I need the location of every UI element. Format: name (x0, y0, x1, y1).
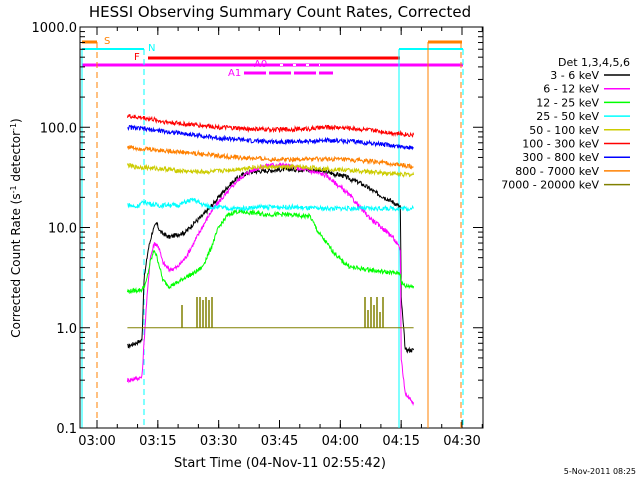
x-tick-label: 04:15 (382, 434, 419, 449)
series-line (127, 124, 414, 151)
timestamp: 5-Nov-2011 08:25 (564, 467, 636, 476)
series-line (126, 114, 415, 138)
y-axis-label-sup2: -1 (9, 123, 18, 131)
x-tick-label: 03:00 (78, 434, 115, 449)
legend-label: 6 - 12 keV (543, 83, 599, 96)
y-tick-label: 0.1 (56, 422, 77, 437)
y-axis-label-mid: detector (9, 131, 23, 186)
legend-label: 50 - 100 keV (529, 124, 599, 137)
legend-label: 12 - 25 keV (536, 96, 599, 109)
plot-frame (79, 26, 484, 429)
y-axis-label-sup1: -1 (9, 185, 18, 193)
status-label-a1: A1 (228, 68, 241, 79)
olive-spikes (181, 297, 384, 328)
series-line (126, 145, 414, 170)
series-line (126, 207, 415, 295)
legend-label: 800 - 7000 keV (515, 165, 599, 178)
y-axis-label-end: ) (9, 118, 23, 123)
series-line (126, 162, 415, 407)
x-tick-label: 03:45 (261, 434, 298, 449)
legend-label: 25 - 50 keV (536, 110, 599, 123)
y-tick-label: 100.0 (40, 121, 77, 136)
y-axis-label-main: Corrected Count Rate (s (9, 193, 23, 337)
series-line (126, 162, 415, 178)
axis-layer: 03:00 03:15 03:30 03:45 04:00 04:15 04:30 0.1 1.… (32, 21, 483, 449)
status-bars: S N F A0 A1 (82, 36, 463, 79)
status-label-s: S (104, 36, 110, 47)
legend-title: Det 1,3,4,5,6 (558, 56, 630, 69)
legend-label: 100 - 300 keV (522, 138, 599, 151)
x-axis-label: Start Time (04-Nov-11 02:55:42) (174, 456, 386, 471)
x-tick-label: 04:00 (322, 434, 359, 449)
legend-label: 7000 - 20000 keV (501, 179, 599, 192)
legend-label: 3 - 6 keV (550, 69, 599, 82)
chart-title: HESSI Observing Summary Count Rates, Cor… (89, 3, 471, 21)
x-tick-label: 03:15 (139, 434, 176, 449)
status-label-f: F (134, 52, 140, 63)
legend-label: 300 - 800 keV (522, 151, 599, 164)
y-tick-label: 10.0 (48, 222, 77, 237)
y-tick-label: 1.0 (56, 322, 77, 337)
series-line (127, 197, 415, 213)
status-label-a0: A0 (254, 59, 267, 70)
x-tick-label: 04:30 (443, 434, 480, 449)
status-label-n: N (148, 43, 155, 54)
x-tick-label: 03:30 (200, 434, 237, 449)
series-line (127, 165, 415, 354)
y-axis-label: Corrected Count Rate (s-1 detector-1) (9, 118, 24, 337)
y-tick-label: 1000.0 (32, 21, 78, 36)
series-layer (126, 114, 415, 407)
vertical-markers (81, 42, 464, 428)
